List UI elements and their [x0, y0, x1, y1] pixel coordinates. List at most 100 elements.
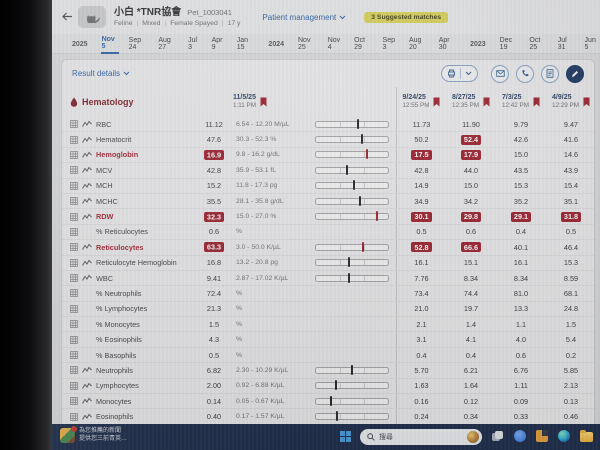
- tab-jun-5[interactable]: Jun 5: [584, 37, 596, 51]
- trend-graph-icon[interactable]: [82, 274, 92, 282]
- edit-button[interactable]: [566, 64, 584, 83]
- table-view-icon[interactable]: [70, 243, 78, 252]
- result-column-header[interactable]: 7/3/25 12:42 PM: [496, 87, 546, 117]
- orange-app-icon[interactable]: [536, 430, 548, 442]
- table-view-icon[interactable]: [70, 366, 78, 375]
- chevron-down-icon[interactable]: [465, 71, 472, 76]
- table-row[interactable]: MCV 42.8 35.9 - 53.1 fL 42.8 44.0 43.5 43.9: [62, 163, 594, 179]
- history-value: 42.6: [513, 135, 529, 145]
- table-row[interactable]: WBC 9.41 2.87 - 17.02 K/µL 7.76 8.34 8.34 8…: [62, 270, 594, 287]
- section-title: Hematology: [82, 97, 134, 107]
- table-row[interactable]: Reticulocyte Hemoglobin 16.8 13.2 - 20.8…: [62, 255, 594, 271]
- table-view-icon[interactable]: [70, 228, 78, 236]
- table-view-icon[interactable]: [70, 120, 78, 129]
- edge-icon[interactable]: [558, 430, 570, 442]
- result-value: 63.3: [192, 242, 236, 253]
- tab-apr-30[interactable]: Apr 30: [438, 37, 450, 51]
- table-row[interactable]: % Monocytes 1.5 % 2.1 1.4 1.1 1.5: [62, 317, 594, 333]
- task-view-icon[interactable]: [492, 430, 504, 442]
- table-row[interactable]: % Neutrophils 72.4 % 73.4 74.4 81.0 68.1: [62, 286, 594, 302]
- table-row[interactable]: Hematocrit 47.6 30.3 - 52.3 % 50.2 52.4 42…: [62, 132, 594, 148]
- tab-aug-27[interactable]: Aug 27: [158, 37, 171, 51]
- table-view-icon[interactable]: [70, 335, 78, 344]
- trend-graph-icon[interactable]: [82, 166, 92, 174]
- start-button[interactable]: [340, 431, 351, 442]
- tab-nov-5[interactable]: Nov 5: [100, 33, 119, 54]
- table-row[interactable]: MCHC 35.5 28.1 - 35.8 g/dL 34.9 34.2 35.2 3…: [62, 193, 594, 210]
- document-button[interactable]: [541, 64, 559, 83]
- table-row[interactable]: RBC 11.12 6.54 - 12.20 M/µL 11.73 11.90 9.…: [62, 117, 594, 133]
- reference-range: %: [236, 228, 243, 236]
- tab-sep-24[interactable]: Sep 24: [128, 37, 142, 51]
- table-view-icon[interactable]: [70, 274, 78, 282]
- table-view-icon[interactable]: [70, 212, 78, 221]
- tab-aug-20[interactable]: Aug 20: [408, 37, 422, 51]
- blue-app-icon[interactable]: [514, 430, 526, 442]
- table-view-icon[interactable]: [70, 258, 78, 267]
- table-view-icon[interactable]: [70, 320, 78, 329]
- print-button[interactable]: [441, 65, 478, 82]
- tab-jul-3[interactable]: Jul 3: [188, 37, 198, 51]
- table-row[interactable]: Hemoglobin 16.9 9.8 - 16.2 g/dL 17.5 17.9…: [62, 147, 594, 164]
- table-view-icon[interactable]: [70, 166, 78, 175]
- phone-button[interactable]: [516, 64, 534, 83]
- table-row[interactable]: Lymphocytes 2.00 0.92 - 6.88 K/µL 1.63 1.…: [62, 378, 594, 395]
- trend-graph-icon[interactable]: [82, 413, 92, 421]
- table-view-icon[interactable]: [70, 412, 78, 421]
- table-view-icon[interactable]: [70, 397, 78, 406]
- tab-nov-4[interactable]: Nov 4: [327, 37, 341, 51]
- suggested-matches-badge[interactable]: 3 Suggested matches: [364, 11, 449, 23]
- tab-sep-3[interactable]: Sep 3: [382, 37, 396, 51]
- tab-dec-19[interactable]: Dec 19: [499, 37, 513, 51]
- table-row[interactable]: % Eosinophils 4.3 % 3.1 4.1 4.0 5.4: [62, 332, 594, 348]
- result-column-header[interactable]: 8/27/25 12:35 PM: [446, 87, 496, 117]
- table-row[interactable]: Neutrophils 6.82 2.30 - 10.29 K/µL 5.70 6…: [62, 363, 594, 379]
- trend-graph-icon[interactable]: [82, 213, 92, 221]
- table-view-icon[interactable]: [70, 135, 78, 144]
- table-row[interactable]: % Lymphocytes 21.3 % 21.0 19.7 13.3 24.8: [62, 301, 594, 318]
- table-view-icon[interactable]: [70, 181, 78, 190]
- tab-oct-29[interactable]: Oct 29: [354, 37, 366, 51]
- trend-graph-icon[interactable]: [82, 366, 92, 374]
- file-explorer-icon[interactable]: [580, 430, 593, 442]
- tab-oct-25[interactable]: Oct 25: [529, 37, 541, 51]
- tab-apr-9[interactable]: Apr 9: [211, 37, 223, 51]
- table-row[interactable]: Reticulocytes 63.3 3.0 - 50.0 K/µL 52.8 6…: [62, 240, 594, 256]
- table-row[interactable]: Eosinophils 0.40 0.17 - 1.57 K/µL 0.24 0.…: [62, 409, 594, 425]
- taskbar-search[interactable]: 搜尋: [360, 429, 482, 445]
- table-view-icon[interactable]: [70, 197, 78, 205]
- patient-management-menu[interactable]: Patient management: [262, 13, 346, 22]
- result-column-header[interactable]: 4/9/25 12:29 PM: [546, 87, 596, 117]
- taskbar-news-widget[interactable]: 為您推薦的新聞 提供您三前青英…: [60, 425, 127, 443]
- table-row[interactable]: Monocytes 0.14 0.05 - 0.67 K/µL 0.16 0.12…: [62, 394, 594, 410]
- table-view-icon[interactable]: [70, 351, 78, 359]
- trend-graph-icon[interactable]: [82, 382, 92, 390]
- trend-graph-icon[interactable]: [82, 182, 92, 190]
- table-view-icon[interactable]: [70, 381, 78, 390]
- result-marker: [376, 211, 379, 222]
- table-row[interactable]: RDW 32.3 15.0 - 27.0 % 30.1 29.8 29.1 31.8: [62, 209, 594, 225]
- trend-graph-icon[interactable]: [82, 120, 92, 128]
- trend-graph-icon[interactable]: [82, 136, 92, 144]
- table-view-icon[interactable]: [70, 151, 78, 159]
- tab-jan-15[interactable]: Jan 15: [236, 37, 248, 51]
- trend-graph-icon[interactable]: [82, 397, 92, 405]
- tab-jul-31[interactable]: Jul 31: [557, 37, 567, 51]
- trend-graph-icon[interactable]: [82, 197, 92, 205]
- tab-nov-25[interactable]: Nov 25: [298, 37, 311, 51]
- result-column-header[interactable]: 9/24/25 12:55 PM: [396, 87, 446, 117]
- back-button[interactable]: [62, 10, 78, 24]
- table-row[interactable]: % Basophils 0.5 % 0.4 0.4 0.6 0.2: [62, 347, 594, 364]
- current-column-header[interactable]: 11/5/25 1:11 PM: [192, 94, 308, 109]
- table-row[interactable]: % Reticulocytes 0.6 % 0.5 0.6 0.4 0.5: [62, 224, 594, 241]
- trend-graph-icon[interactable]: [82, 151, 92, 159]
- table-view-icon[interactable]: [70, 289, 78, 298]
- history-value: 15.1: [463, 258, 479, 268]
- table-view-icon[interactable]: [70, 305, 78, 313]
- trend-graph-icon[interactable]: [82, 243, 92, 251]
- result-details-toggle[interactable]: Result details: [72, 69, 130, 78]
- range-indicator: [308, 211, 396, 222]
- table-row[interactable]: MCH 15.2 11.8 - 17.3 pg 14.9 15.0 15.3 15.4: [62, 178, 594, 194]
- email-button[interactable]: [491, 64, 509, 83]
- trend-graph-icon[interactable]: [82, 259, 92, 267]
